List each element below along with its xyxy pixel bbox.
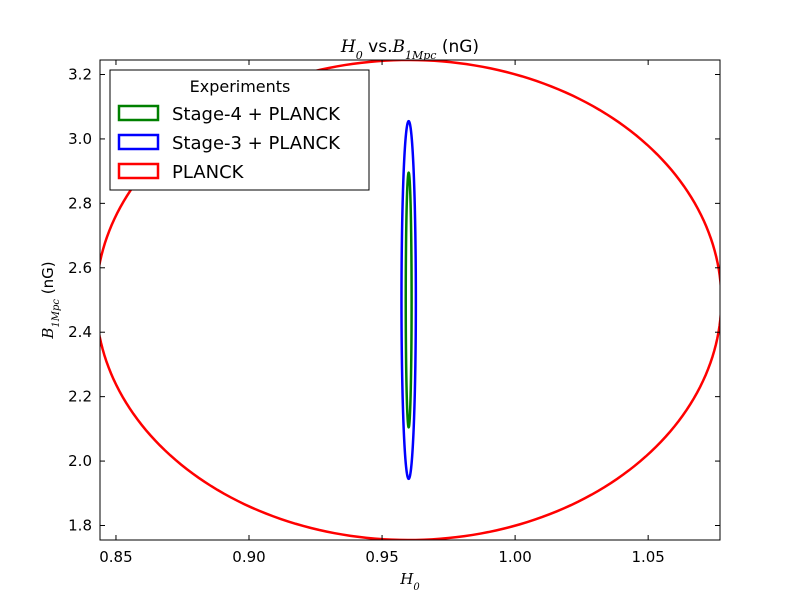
y-tick-label: 2.8 (68, 194, 92, 212)
xlabel-sub: 0 (413, 582, 420, 593)
x-axis-label: H0 (399, 570, 420, 593)
title-math-left-sub: 0 (356, 49, 363, 62)
x-tick-label: 0.90 (232, 548, 265, 566)
legend-entries: Stage-4 + PLANCK Stage-3 + PLANCK PLANCK (117, 104, 341, 183)
y-tick-label: 2.6 (68, 259, 92, 277)
xlabel-math: H (399, 570, 414, 588)
x-tick-label: 1.00 (498, 548, 531, 566)
title-mid: vs. (363, 37, 393, 57)
legend-label: Stage-4 + PLANCK (172, 104, 341, 125)
ylabel-suffix: (nG) (39, 261, 57, 299)
title-suffix: (nG) (436, 37, 479, 57)
series-contour-planck (100, 60, 720, 540)
chart-title: H0 vs.B1Mpc (nG) (340, 37, 479, 62)
series-contour-stage-4-planck (404, 171, 413, 429)
series-layer (100, 60, 720, 540)
legend-label: Stage-3 + PLANCK (172, 133, 341, 154)
y-tick-label: 2.2 (68, 388, 92, 406)
title-math-left: H (340, 37, 357, 57)
plot-frame (99, 59, 721, 541)
y-tick-label: 3.2 (68, 65, 92, 83)
y-axis-label: B1Mpc (nG) (39, 261, 62, 339)
x-tick-label: 0.85 (99, 548, 132, 566)
tick-layer: 0.85 0.90 0.95 1.00 1.05 1.8 2.0 2.2 2.4 2.6 2.8 3.… (68, 60, 720, 566)
series-contour-stage-3-planck (400, 119, 418, 481)
y-tick-label: 1.8 (68, 517, 92, 535)
legend-swatch (117, 162, 160, 180)
legend-swatch (117, 133, 160, 151)
ylabel-sub: 1Mpc (51, 299, 62, 328)
legend-title: Experiments (190, 77, 291, 96)
title-math-right: B (391, 37, 405, 57)
y-tick-label: 3.0 (68, 130, 92, 148)
legend: Experiments Stage-4 + PLANCK Stage-3 + PL… (109, 69, 370, 191)
legend-swatch (117, 104, 160, 122)
x-tick-label: 1.05 (631, 548, 664, 566)
y-tick-label: 2.4 (68, 323, 92, 341)
title-math-right-sub: 1Mpc (405, 49, 436, 62)
y-tick-label: 2.0 (68, 452, 92, 470)
ylabel-math: B (39, 328, 57, 340)
legend-label: PLANCK (172, 162, 245, 183)
x-tick-label: 0.95 (365, 548, 398, 566)
